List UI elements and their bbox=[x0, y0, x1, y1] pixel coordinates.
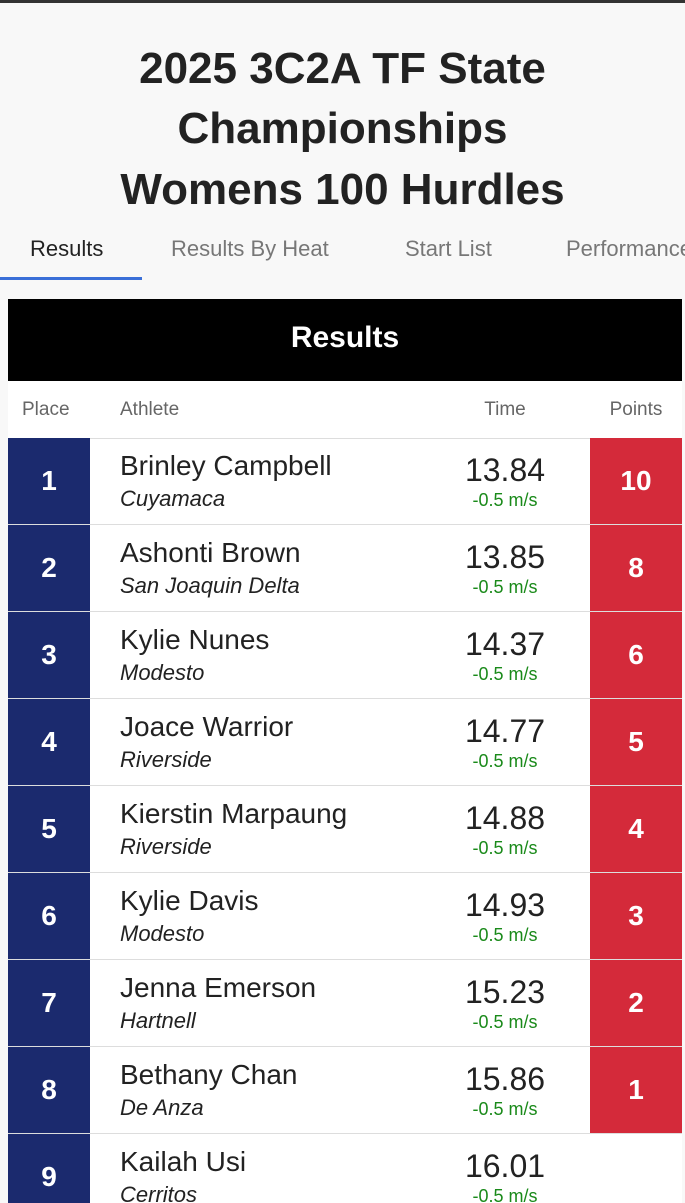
wind: -0.5 m/s bbox=[472, 577, 538, 597]
meet-title: 2025 3C2A TF State Championships bbox=[139, 44, 546, 153]
points: 4 bbox=[590, 786, 682, 872]
place: 7 bbox=[8, 960, 90, 1046]
place: 2 bbox=[8, 525, 90, 611]
points: 6 bbox=[590, 612, 682, 698]
athlete-name: Kylie Nunes bbox=[120, 624, 270, 655]
tab[interactable]: Results bbox=[30, 236, 104, 261]
school: Modesto bbox=[120, 921, 205, 946]
athlete-name: Kailah Usi bbox=[120, 1146, 247, 1177]
event-title: Womens 100 Hurdles bbox=[120, 165, 565, 214]
place: 9 bbox=[8, 1134, 90, 1203]
athlete-name: Bethany Chan bbox=[120, 1059, 298, 1090]
place: 5 bbox=[8, 786, 90, 872]
place: 6 bbox=[8, 873, 90, 959]
card-title: Results bbox=[8, 299, 682, 381]
result-row[interactable]: 1 Brinley Campbell Cuyamaca 13.84 -0.5 m/s 10 bbox=[8, 438, 682, 525]
time: 14.88 bbox=[464, 800, 546, 836]
result-row[interactable]: 2 Ashonti Brown San Joaquin Delta 13.85 -0.5… bbox=[8, 525, 682, 612]
time: 13.84 bbox=[464, 452, 546, 488]
result-row[interactable]: 9 Kailah Usi Cerritos 16.01 -0.5 m/s bbox=[8, 1134, 682, 1203]
column-header: Place bbox=[22, 399, 70, 420]
athlete-name: Joace Warrior bbox=[120, 711, 294, 742]
points: 2 bbox=[590, 960, 682, 1046]
wind: -0.5 m/s bbox=[472, 664, 538, 684]
result-row[interactable]: 4 Joace Warrior Riverside 14.77 -0.5 m/s 5 bbox=[8, 699, 682, 786]
school: San Joaquin Delta bbox=[120, 573, 300, 598]
tab-underline bbox=[0, 277, 142, 280]
wind: -0.5 m/s bbox=[472, 838, 538, 858]
points: 5 bbox=[590, 699, 682, 785]
athlete-name: Brinley Campbell bbox=[120, 450, 332, 481]
column-header: Time bbox=[484, 399, 526, 420]
athlete-name: Kierstin Marpaung bbox=[120, 798, 348, 829]
time: 14.37 bbox=[464, 626, 546, 662]
points: 8 bbox=[590, 525, 682, 611]
place: 4 bbox=[8, 699, 90, 785]
wind: -0.5 m/s bbox=[472, 925, 538, 945]
wind: -0.5 m/s bbox=[472, 1099, 538, 1119]
place: 3 bbox=[8, 612, 90, 698]
place: 1 bbox=[8, 438, 90, 524]
column-headers: Place Athlete Time Points bbox=[8, 381, 682, 439]
school: Riverside bbox=[120, 834, 212, 859]
points: 10 bbox=[590, 438, 682, 524]
time: 14.93 bbox=[464, 887, 546, 923]
time: 15.86 bbox=[464, 1061, 546, 1097]
tab[interactable]: Performances bbox=[566, 236, 685, 261]
athlete-name: Kylie Davis bbox=[120, 885, 259, 916]
time: 16.01 bbox=[464, 1148, 546, 1184]
school: Modesto bbox=[120, 660, 205, 685]
school: Cuyamaca bbox=[120, 486, 226, 511]
tab-bar: Results Results By Heat Start List Performa… bbox=[0, 231, 685, 283]
school: Riverside bbox=[120, 747, 212, 772]
time: 14.77 bbox=[464, 713, 546, 749]
school: Hartnell bbox=[120, 1008, 196, 1033]
points: 3 bbox=[590, 873, 682, 959]
wind: -0.5 m/s bbox=[472, 490, 538, 510]
time: 15.23 bbox=[464, 974, 546, 1010]
school: De Anza bbox=[120, 1095, 204, 1120]
column-header: Points bbox=[609, 399, 663, 420]
place: 8 bbox=[8, 1047, 90, 1133]
result-row[interactable]: 8 Bethany Chan De Anza 15.86 -0.5 m/s 1 bbox=[8, 1047, 682, 1134]
results-card: Results Place Athlete Time Points 1 Brinley … bbox=[8, 299, 682, 1203]
wind: -0.5 m/s bbox=[472, 751, 538, 771]
wind: -0.5 m/s bbox=[472, 1012, 538, 1032]
result-row[interactable]: 6 Kylie Davis Modesto 14.93 -0.5 m/s 3 bbox=[8, 873, 682, 960]
column-header: Athlete bbox=[120, 399, 180, 420]
school: Cerritos bbox=[120, 1182, 198, 1203]
time: 13.85 bbox=[464, 539, 546, 575]
wind: -0.5 m/s bbox=[472, 1186, 538, 1203]
header: 2025 3C2A TF State Championships Womens … bbox=[0, 3, 685, 221]
result-row[interactable]: 3 Kylie Nunes Modesto 14.37 -0.5 m/s 6 bbox=[8, 612, 682, 699]
points: 1 bbox=[590, 1047, 682, 1133]
athlete-name: Jenna Emerson bbox=[120, 972, 317, 1003]
tab[interactable]: Start List bbox=[405, 236, 492, 261]
result-row[interactable]: 7 Jenna Emerson Hartnell 15.23 -0.5 m/s 2 bbox=[8, 960, 682, 1047]
result-row[interactable]: 5 Kierstin Marpaung Riverside 14.88 -0.5 m/s… bbox=[8, 786, 682, 873]
athlete-name: Ashonti Brown bbox=[120, 537, 301, 568]
tab[interactable]: Results By Heat bbox=[171, 236, 329, 261]
